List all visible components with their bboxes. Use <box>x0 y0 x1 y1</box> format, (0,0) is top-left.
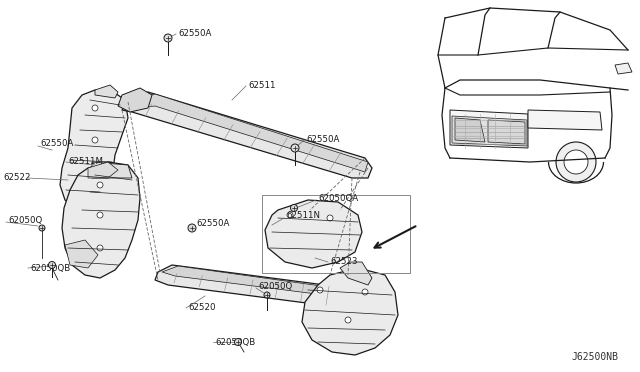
Polygon shape <box>340 262 372 285</box>
Circle shape <box>164 34 172 42</box>
Circle shape <box>92 105 98 111</box>
Circle shape <box>92 169 98 175</box>
Text: 62050Q: 62050Q <box>258 282 292 291</box>
Polygon shape <box>615 63 632 74</box>
Text: 62550A: 62550A <box>178 29 211 38</box>
Circle shape <box>317 287 323 293</box>
Polygon shape <box>162 266 350 298</box>
Polygon shape <box>92 162 132 178</box>
Circle shape <box>327 215 333 221</box>
Polygon shape <box>450 110 528 148</box>
Text: 62522: 62522 <box>3 173 31 183</box>
Polygon shape <box>265 200 362 268</box>
Polygon shape <box>122 92 372 178</box>
Circle shape <box>234 339 241 346</box>
Polygon shape <box>302 268 398 355</box>
Polygon shape <box>155 265 358 308</box>
Polygon shape <box>95 85 118 98</box>
Polygon shape <box>455 118 485 142</box>
Text: 62511: 62511 <box>248 81 275 90</box>
Circle shape <box>362 289 368 295</box>
Polygon shape <box>452 116 527 146</box>
Circle shape <box>97 212 103 218</box>
Circle shape <box>264 292 270 298</box>
Text: 62511N: 62511N <box>286 212 320 221</box>
Polygon shape <box>88 162 118 178</box>
Polygon shape <box>65 240 98 268</box>
Polygon shape <box>105 192 125 208</box>
Polygon shape <box>62 162 140 278</box>
Circle shape <box>92 137 98 143</box>
Text: 62550A: 62550A <box>196 219 229 228</box>
Polygon shape <box>60 90 128 210</box>
Text: 62550A: 62550A <box>306 135 339 144</box>
Text: 62511M: 62511M <box>68 157 103 167</box>
Circle shape <box>287 212 293 218</box>
Text: 62050QB: 62050QB <box>215 337 255 346</box>
Circle shape <box>556 142 596 182</box>
Text: 62050QA: 62050QA <box>318 193 358 202</box>
Circle shape <box>97 182 103 188</box>
Circle shape <box>97 245 103 251</box>
Polygon shape <box>135 94 368 172</box>
Circle shape <box>188 224 196 232</box>
Text: J62500NB: J62500NB <box>571 352 618 362</box>
Text: 62523: 62523 <box>330 257 358 266</box>
Circle shape <box>39 225 45 231</box>
Polygon shape <box>528 110 602 130</box>
Circle shape <box>345 317 351 323</box>
Text: 62550A: 62550A <box>40 140 74 148</box>
Text: 62050QB: 62050QB <box>30 263 70 273</box>
Text: 62050Q: 62050Q <box>8 215 42 224</box>
Text: 62520: 62520 <box>188 304 216 312</box>
Circle shape <box>564 150 588 174</box>
Polygon shape <box>118 88 152 112</box>
Circle shape <box>291 144 299 152</box>
Polygon shape <box>488 120 525 144</box>
Circle shape <box>49 262 56 269</box>
Circle shape <box>291 205 298 212</box>
